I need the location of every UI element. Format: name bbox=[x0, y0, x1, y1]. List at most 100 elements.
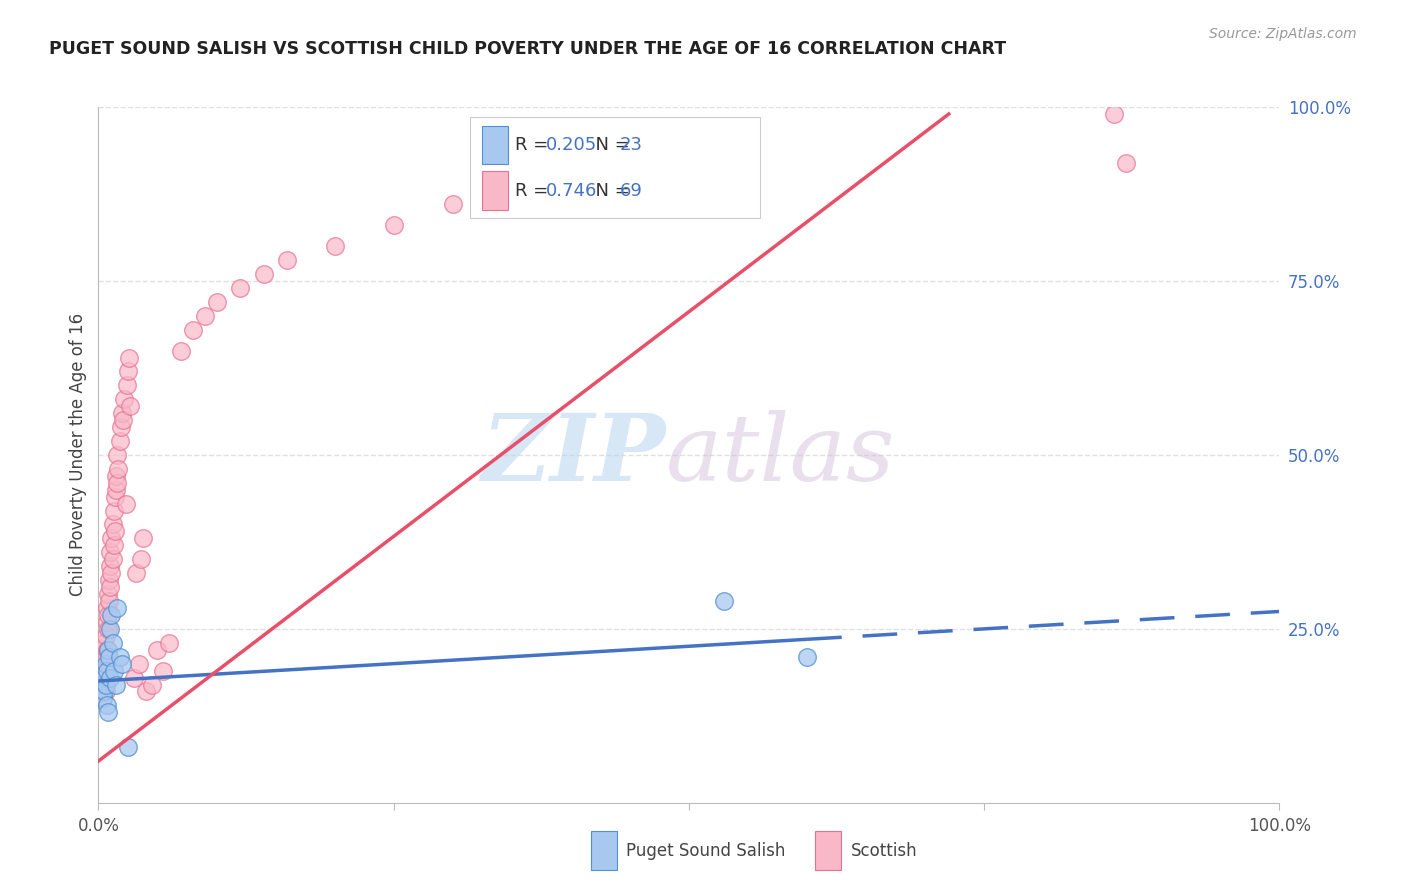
Point bbox=[276, 253, 298, 268]
Point bbox=[96, 698, 118, 713]
Point bbox=[100, 607, 122, 622]
Point bbox=[117, 740, 139, 755]
Point bbox=[103, 503, 125, 517]
Point bbox=[91, 671, 114, 685]
Point bbox=[93, 684, 115, 698]
Point bbox=[98, 671, 121, 685]
Point bbox=[1115, 155, 1137, 169]
Point bbox=[108, 434, 131, 448]
Point bbox=[108, 649, 131, 664]
Text: atlas: atlas bbox=[665, 410, 894, 500]
Point bbox=[141, 677, 163, 691]
Point bbox=[181, 323, 204, 337]
Point bbox=[115, 378, 138, 392]
Point bbox=[157, 636, 180, 650]
Point bbox=[91, 642, 114, 657]
Point bbox=[114, 497, 136, 511]
Text: Source: ZipAtlas.com: Source: ZipAtlas.com bbox=[1209, 27, 1357, 41]
Point bbox=[501, 184, 523, 198]
Point bbox=[98, 580, 121, 594]
Point bbox=[105, 475, 128, 490]
Point bbox=[98, 649, 121, 664]
Point bbox=[122, 671, 145, 685]
Point bbox=[94, 677, 117, 691]
Text: 23: 23 bbox=[619, 136, 643, 154]
Text: Puget Sound Salish: Puget Sound Salish bbox=[626, 841, 786, 860]
Point bbox=[100, 566, 122, 581]
Point bbox=[103, 538, 125, 552]
Point bbox=[441, 197, 464, 211]
Text: 0.746: 0.746 bbox=[546, 182, 598, 200]
Point bbox=[112, 413, 135, 427]
Point bbox=[229, 281, 252, 295]
Text: R =: R = bbox=[516, 136, 554, 154]
Point bbox=[105, 483, 128, 497]
Text: N =: N = bbox=[583, 136, 636, 154]
Text: N =: N = bbox=[583, 182, 636, 200]
Point bbox=[101, 636, 124, 650]
Text: ZIP: ZIP bbox=[481, 410, 665, 500]
Point bbox=[132, 532, 155, 546]
Point bbox=[98, 622, 121, 636]
Point bbox=[104, 490, 127, 504]
Text: Scottish: Scottish bbox=[851, 841, 918, 860]
Point bbox=[105, 448, 128, 462]
Point bbox=[112, 392, 135, 407]
Point bbox=[96, 601, 118, 615]
Point bbox=[117, 364, 139, 378]
Point bbox=[107, 462, 129, 476]
Point bbox=[170, 343, 193, 358]
Point bbox=[796, 649, 818, 664]
Point bbox=[323, 239, 346, 253]
Point bbox=[100, 532, 122, 546]
Point bbox=[90, 684, 112, 698]
Point bbox=[91, 657, 114, 671]
Point bbox=[1102, 107, 1125, 121]
Point bbox=[205, 294, 228, 309]
Point bbox=[93, 664, 115, 678]
Point bbox=[101, 552, 124, 566]
Point bbox=[194, 309, 217, 323]
Point bbox=[110, 420, 132, 434]
Point bbox=[382, 219, 405, 233]
Point bbox=[105, 677, 128, 691]
Point bbox=[98, 594, 121, 608]
Point bbox=[253, 267, 276, 281]
Point bbox=[128, 657, 150, 671]
Point bbox=[98, 559, 121, 574]
Point bbox=[91, 691, 114, 706]
Point bbox=[111, 406, 134, 420]
Point bbox=[135, 684, 157, 698]
Point bbox=[103, 664, 125, 678]
Text: R =: R = bbox=[516, 182, 554, 200]
Point bbox=[98, 573, 121, 587]
Point bbox=[97, 642, 120, 657]
Text: PUGET SOUND SALISH VS SCOTTISH CHILD POVERTY UNDER THE AGE OF 16 CORRELATION CHA: PUGET SOUND SALISH VS SCOTTISH CHILD POV… bbox=[49, 40, 1007, 58]
Point bbox=[94, 649, 117, 664]
Point bbox=[93, 677, 115, 691]
Point bbox=[105, 601, 128, 615]
Point bbox=[152, 664, 174, 678]
Point bbox=[93, 636, 115, 650]
Point bbox=[94, 684, 117, 698]
Point bbox=[560, 169, 582, 184]
Point bbox=[111, 657, 134, 671]
Point bbox=[93, 671, 115, 685]
Point bbox=[97, 622, 120, 636]
Point bbox=[101, 517, 124, 532]
Text: 0.205: 0.205 bbox=[546, 136, 598, 154]
Point bbox=[104, 524, 127, 539]
Point bbox=[713, 594, 735, 608]
Point bbox=[98, 545, 121, 559]
Point bbox=[94, 629, 117, 643]
Point bbox=[94, 657, 117, 671]
Point bbox=[129, 552, 152, 566]
Point bbox=[96, 664, 118, 678]
Point bbox=[97, 607, 120, 622]
Point bbox=[91, 677, 114, 691]
Point bbox=[96, 642, 118, 657]
Point bbox=[97, 587, 120, 601]
Point bbox=[125, 566, 148, 581]
Point bbox=[120, 399, 142, 413]
Point bbox=[118, 351, 141, 365]
